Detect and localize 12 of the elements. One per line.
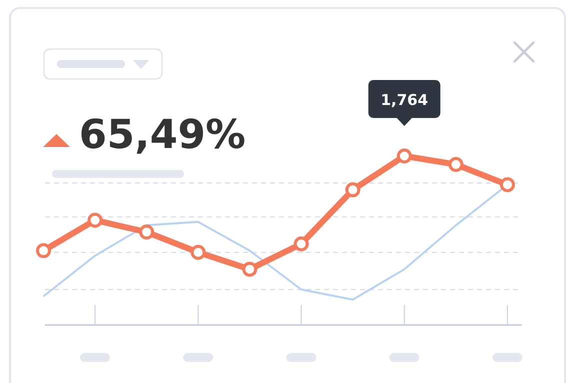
point bbox=[500, 177, 515, 192]
text: 1,764 bbox=[380, 91, 428, 109]
point bbox=[345, 182, 360, 198]
point bbox=[396, 148, 412, 164]
point bbox=[139, 224, 154, 240]
point bbox=[448, 156, 464, 172]
point bbox=[88, 212, 103, 228]
point bbox=[242, 262, 258, 277]
point bbox=[36, 243, 51, 258]
point bbox=[294, 236, 309, 252]
annotation: 65,49% bbox=[79, 112, 246, 158]
point bbox=[190, 244, 206, 260]
